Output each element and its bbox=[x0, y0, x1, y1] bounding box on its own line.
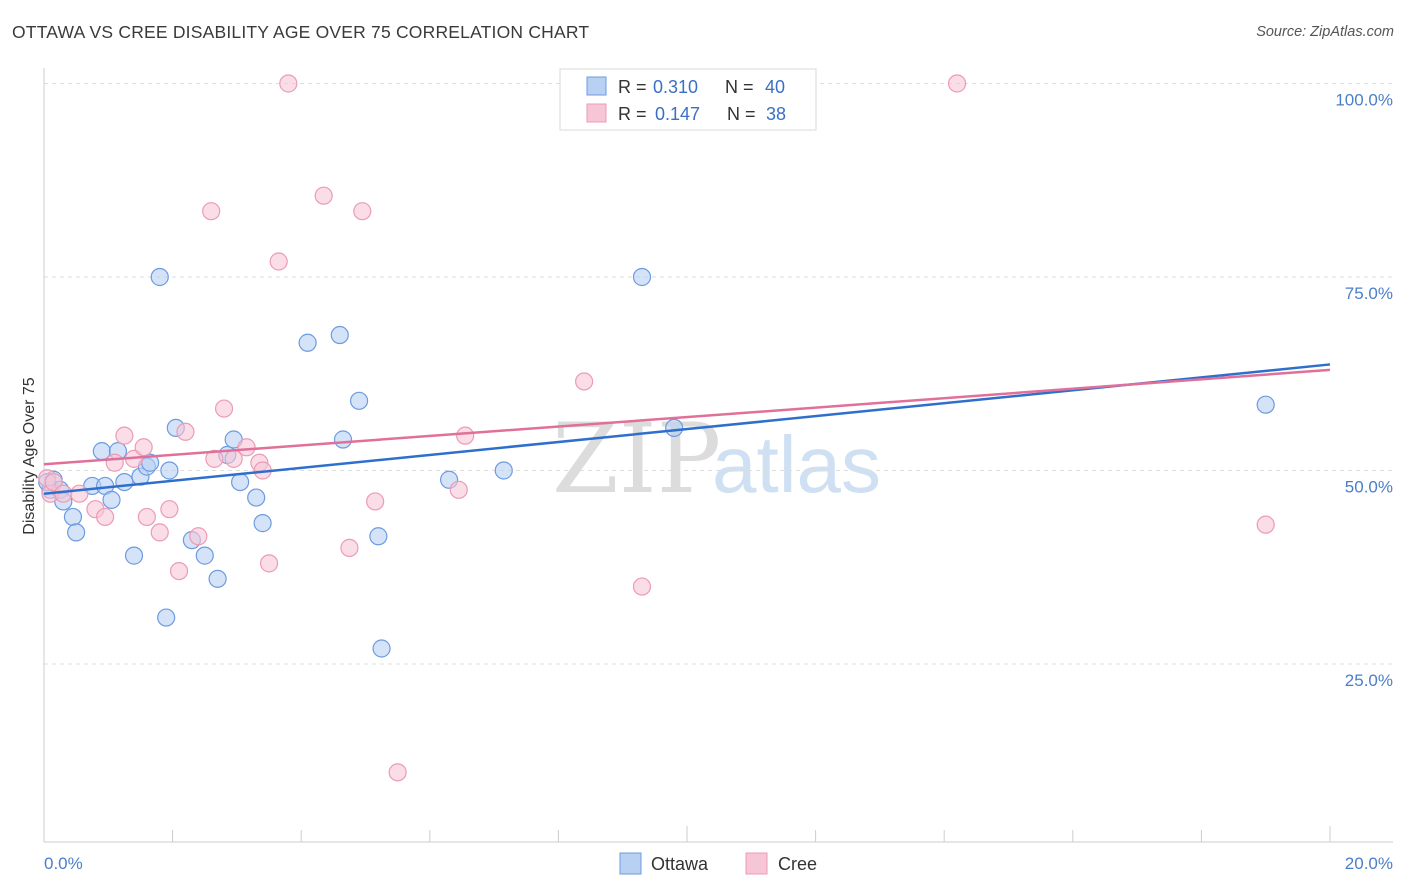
point-cree-6 bbox=[95, 507, 115, 527]
point-cree-30 bbox=[366, 492, 385, 511]
point-cree-12 bbox=[150, 523, 169, 542]
y-tick-label-3: 100.0% bbox=[1335, 90, 1393, 109]
point-cree-32 bbox=[449, 480, 468, 499]
point-cree-29 bbox=[353, 202, 372, 221]
legend-cree-r-label: R = bbox=[618, 104, 647, 124]
bottom-legend-label-cree: Cree bbox=[778, 854, 817, 874]
point-ottawa-18 bbox=[160, 461, 179, 480]
legend-swatch-ottawa bbox=[586, 76, 607, 96]
legend-cree-n-value: 38 bbox=[766, 104, 786, 124]
legend-ottawa-r-value: 0.310 bbox=[653, 77, 698, 97]
point-cree-24 bbox=[259, 554, 279, 573]
y-tick-labels: 25.0% 50.0% 75.0% 100.0% bbox=[1335, 90, 1393, 690]
point-cree-8 bbox=[115, 426, 134, 445]
point-ottawa-28 bbox=[298, 333, 317, 352]
point-ottawa-5 bbox=[67, 523, 86, 542]
point-cree-3 bbox=[54, 484, 73, 503]
x-tick-label-0: 0.0% bbox=[44, 854, 83, 873]
point-cree-17 bbox=[202, 202, 221, 221]
point-cree-15 bbox=[176, 422, 195, 441]
point-cree-31 bbox=[388, 763, 407, 782]
legend-ottawa-r-label: R = bbox=[618, 77, 647, 97]
point-ottawa-30 bbox=[333, 430, 353, 449]
chart-source: Source: ZipAtlas.com bbox=[1256, 24, 1394, 40]
legend-cree-n-label: N = bbox=[727, 104, 756, 124]
point-ottawa-26 bbox=[247, 488, 266, 507]
point-ottawa-37 bbox=[665, 418, 684, 438]
point-cree-14 bbox=[169, 561, 189, 581]
point-ottawa-21 bbox=[195, 546, 214, 565]
legend-ottawa-n-label: N = bbox=[725, 77, 754, 97]
y-tick-label-1: 50.0% bbox=[1345, 477, 1393, 496]
chart-title: OTTAWA VS CREE DISABILITY AGE OVER 75 CO… bbox=[12, 22, 590, 42]
bottom-legend-swatch-cree bbox=[745, 852, 768, 875]
point-ottawa-31 bbox=[349, 391, 369, 410]
point-ottawa-22 bbox=[208, 569, 227, 588]
point-ottawa-36 bbox=[632, 267, 652, 287]
point-cree-10 bbox=[134, 438, 153, 457]
point-cree-26 bbox=[279, 74, 298, 93]
point-ottawa-27 bbox=[253, 514, 272, 533]
point-cree-21 bbox=[237, 438, 256, 457]
trend-lines bbox=[43, 363, 1331, 495]
series-cree-points bbox=[38, 74, 1275, 782]
y-axis-label: Disability Age Over 75 bbox=[21, 377, 38, 535]
point-cree-4 bbox=[70, 484, 89, 503]
point-cree-7 bbox=[105, 453, 124, 472]
series-legend: Ottawa Cree bbox=[619, 852, 817, 875]
point-cree-18 bbox=[205, 449, 224, 468]
correlation-legend: R = 0.310 N = 40 R = 0.147 N = 38 bbox=[559, 68, 817, 131]
point-cree-2 bbox=[44, 472, 63, 492]
point-ottawa-17 bbox=[157, 608, 176, 627]
point-cree-16 bbox=[189, 527, 208, 546]
y-tick-label-0: 25.0% bbox=[1345, 671, 1393, 690]
point-cree-25 bbox=[269, 252, 288, 271]
legend-cree-r-value: 0.147 bbox=[655, 104, 700, 124]
point-ottawa-38 bbox=[1256, 395, 1275, 414]
point-ottawa-12 bbox=[124, 546, 144, 565]
axes bbox=[43, 68, 1393, 843]
y-tick-label-2: 75.0% bbox=[1345, 284, 1393, 303]
x-tick-labels: 0.0% 20.0% bbox=[44, 854, 1393, 873]
point-ottawa-16 bbox=[150, 267, 169, 287]
legend-ottawa-n-value: 40 bbox=[765, 77, 785, 97]
point-cree-28 bbox=[340, 538, 359, 557]
point-ottawa-32 bbox=[369, 527, 388, 546]
x-tick-label-1: 20.0% bbox=[1345, 854, 1393, 873]
point-ottawa-35 bbox=[494, 461, 513, 480]
gridlines bbox=[44, 82, 1394, 665]
point-cree-33 bbox=[456, 426, 475, 445]
point-cree-36 bbox=[947, 74, 967, 93]
point-cree-19 bbox=[214, 399, 234, 418]
point-ottawa-11 bbox=[115, 472, 134, 492]
point-cree-13 bbox=[160, 500, 179, 519]
point-cree-34 bbox=[575, 372, 594, 391]
point-ottawa-29 bbox=[330, 325, 349, 345]
trend-line-cree bbox=[43, 368, 1331, 466]
bottom-legend-label-ottawa: Ottawa bbox=[651, 854, 709, 874]
point-cree-37 bbox=[1256, 515, 1275, 534]
legend-swatch-cree bbox=[586, 103, 607, 123]
point-cree-27 bbox=[314, 186, 333, 205]
bottom-legend-swatch-ottawa bbox=[619, 852, 642, 875]
point-ottawa-4 bbox=[63, 507, 83, 527]
watermark-atlas: atlas bbox=[712, 420, 881, 509]
point-ottawa-9 bbox=[102, 490, 121, 509]
point-cree-35 bbox=[632, 577, 652, 596]
point-ottawa-33 bbox=[372, 639, 391, 658]
point-ottawa-25 bbox=[231, 472, 250, 492]
point-cree-11 bbox=[137, 507, 156, 527]
